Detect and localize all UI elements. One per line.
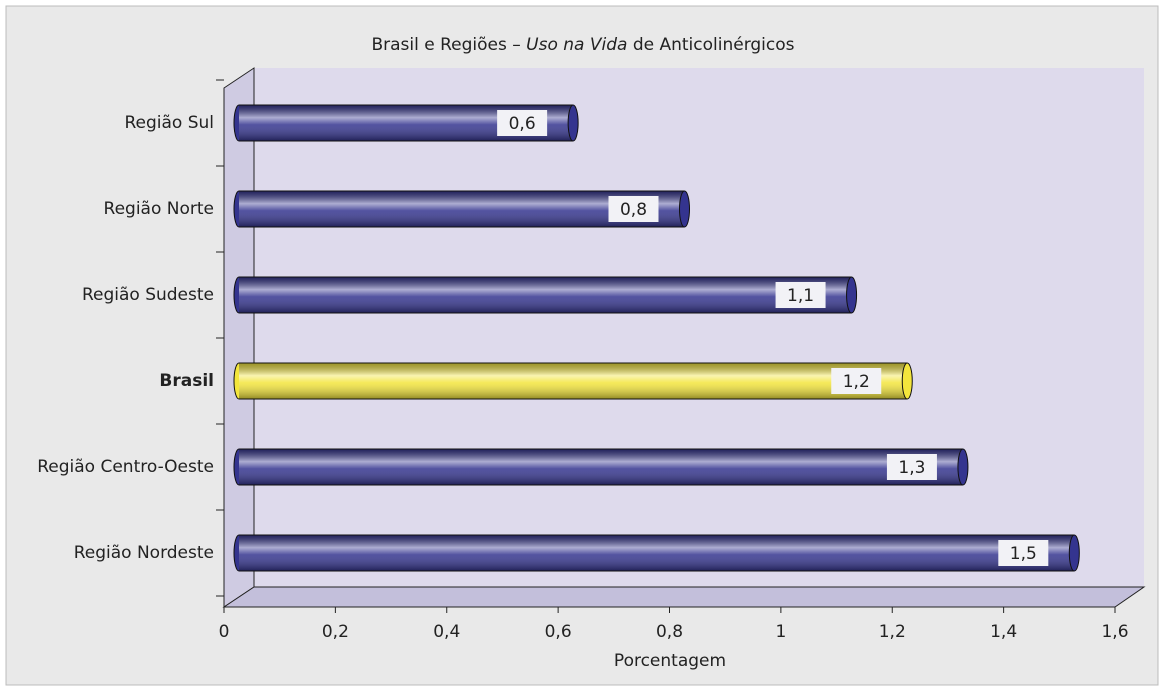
title-part: de Anticolinérgicos xyxy=(627,35,794,55)
x-tick-label: 0 xyxy=(219,622,230,642)
title-part: Brasil e Regiões – xyxy=(371,35,526,55)
x-tick-label: 1,4 xyxy=(990,622,1017,642)
y-tick-label: Região Centro-Oeste xyxy=(37,457,214,477)
x-tick-label: 1,2 xyxy=(879,622,906,642)
bar-end xyxy=(901,362,913,400)
side-wall xyxy=(223,67,255,608)
back-wall xyxy=(254,68,1144,587)
value-label-box xyxy=(998,540,1049,566)
floor xyxy=(222,586,1146,608)
x-tick-label: 0,8 xyxy=(656,622,683,642)
y-tick-label: Brasil xyxy=(159,371,214,391)
value-label-box xyxy=(497,110,548,136)
bar-end xyxy=(846,276,858,314)
bar-shine xyxy=(239,535,1075,571)
value-label: 1,3 xyxy=(898,458,925,478)
y-tick-label: Região Sudeste xyxy=(82,285,214,305)
bar-end xyxy=(679,190,690,228)
bar-end xyxy=(957,448,969,486)
bar-end xyxy=(1068,534,1080,572)
value-label-box xyxy=(775,282,826,308)
value-label: 1,2 xyxy=(843,372,870,392)
x-tick-label: 0,6 xyxy=(545,622,572,642)
x-tick-label: 1,6 xyxy=(1101,622,1128,642)
value-label-box xyxy=(886,454,937,480)
value-label-box xyxy=(608,196,659,222)
bar-shine xyxy=(239,449,963,485)
bar-shine xyxy=(239,277,852,313)
bar-end xyxy=(567,104,579,142)
y-tick-label: Região Sul xyxy=(124,113,214,133)
x-tick-label: 1 xyxy=(775,622,786,642)
value-label-box xyxy=(831,368,882,394)
value-label: 1,1 xyxy=(787,286,814,306)
title-part: Uso na Vida xyxy=(526,35,627,55)
value-label: 1,5 xyxy=(1010,544,1037,564)
value-label: 0,6 xyxy=(509,114,536,134)
value-label: 0,8 xyxy=(620,200,647,220)
x-tick-label: 0,4 xyxy=(433,622,460,642)
x-axis-label: Porcentagem xyxy=(614,651,726,671)
x-tick-label: 0,2 xyxy=(322,622,349,642)
chart-title: Brasil e Regiões – Uso na Vida de Antico… xyxy=(371,35,794,55)
bar-shine xyxy=(239,363,908,399)
y-tick-label: Região Nordeste xyxy=(74,543,214,563)
y-tick-label: Região Norte xyxy=(104,199,214,219)
